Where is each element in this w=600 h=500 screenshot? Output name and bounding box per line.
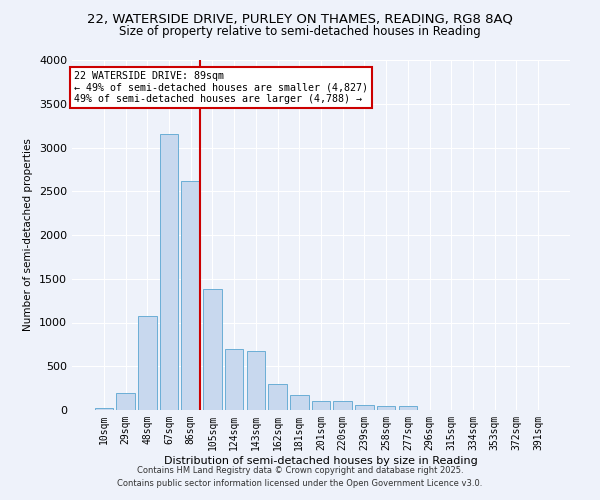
X-axis label: Distribution of semi-detached houses by size in Reading: Distribution of semi-detached houses by … xyxy=(164,456,478,466)
Bar xyxy=(95,408,113,410)
Bar xyxy=(181,180,200,410)
Bar xyxy=(398,406,417,410)
Bar xyxy=(160,134,178,410)
Bar xyxy=(138,316,157,410)
Bar xyxy=(377,406,395,410)
Bar xyxy=(268,384,287,410)
Bar xyxy=(290,394,308,410)
Bar xyxy=(355,405,374,410)
Text: 22 WATERSIDE DRIVE: 89sqm
← 49% of semi-detached houses are smaller (4,827)
49% : 22 WATERSIDE DRIVE: 89sqm ← 49% of semi-… xyxy=(74,70,368,104)
Bar xyxy=(247,350,265,410)
Text: 22, WATERSIDE DRIVE, PURLEY ON THAMES, READING, RG8 8AQ: 22, WATERSIDE DRIVE, PURLEY ON THAMES, R… xyxy=(87,12,513,26)
Bar xyxy=(203,289,221,410)
Text: Size of property relative to semi-detached houses in Reading: Size of property relative to semi-detach… xyxy=(119,25,481,38)
Y-axis label: Number of semi-detached properties: Number of semi-detached properties xyxy=(23,138,34,332)
Bar xyxy=(312,401,330,410)
Text: Contains HM Land Registry data © Crown copyright and database right 2025.
Contai: Contains HM Land Registry data © Crown c… xyxy=(118,466,482,487)
Bar xyxy=(334,401,352,410)
Bar xyxy=(225,349,244,410)
Bar xyxy=(116,394,135,410)
